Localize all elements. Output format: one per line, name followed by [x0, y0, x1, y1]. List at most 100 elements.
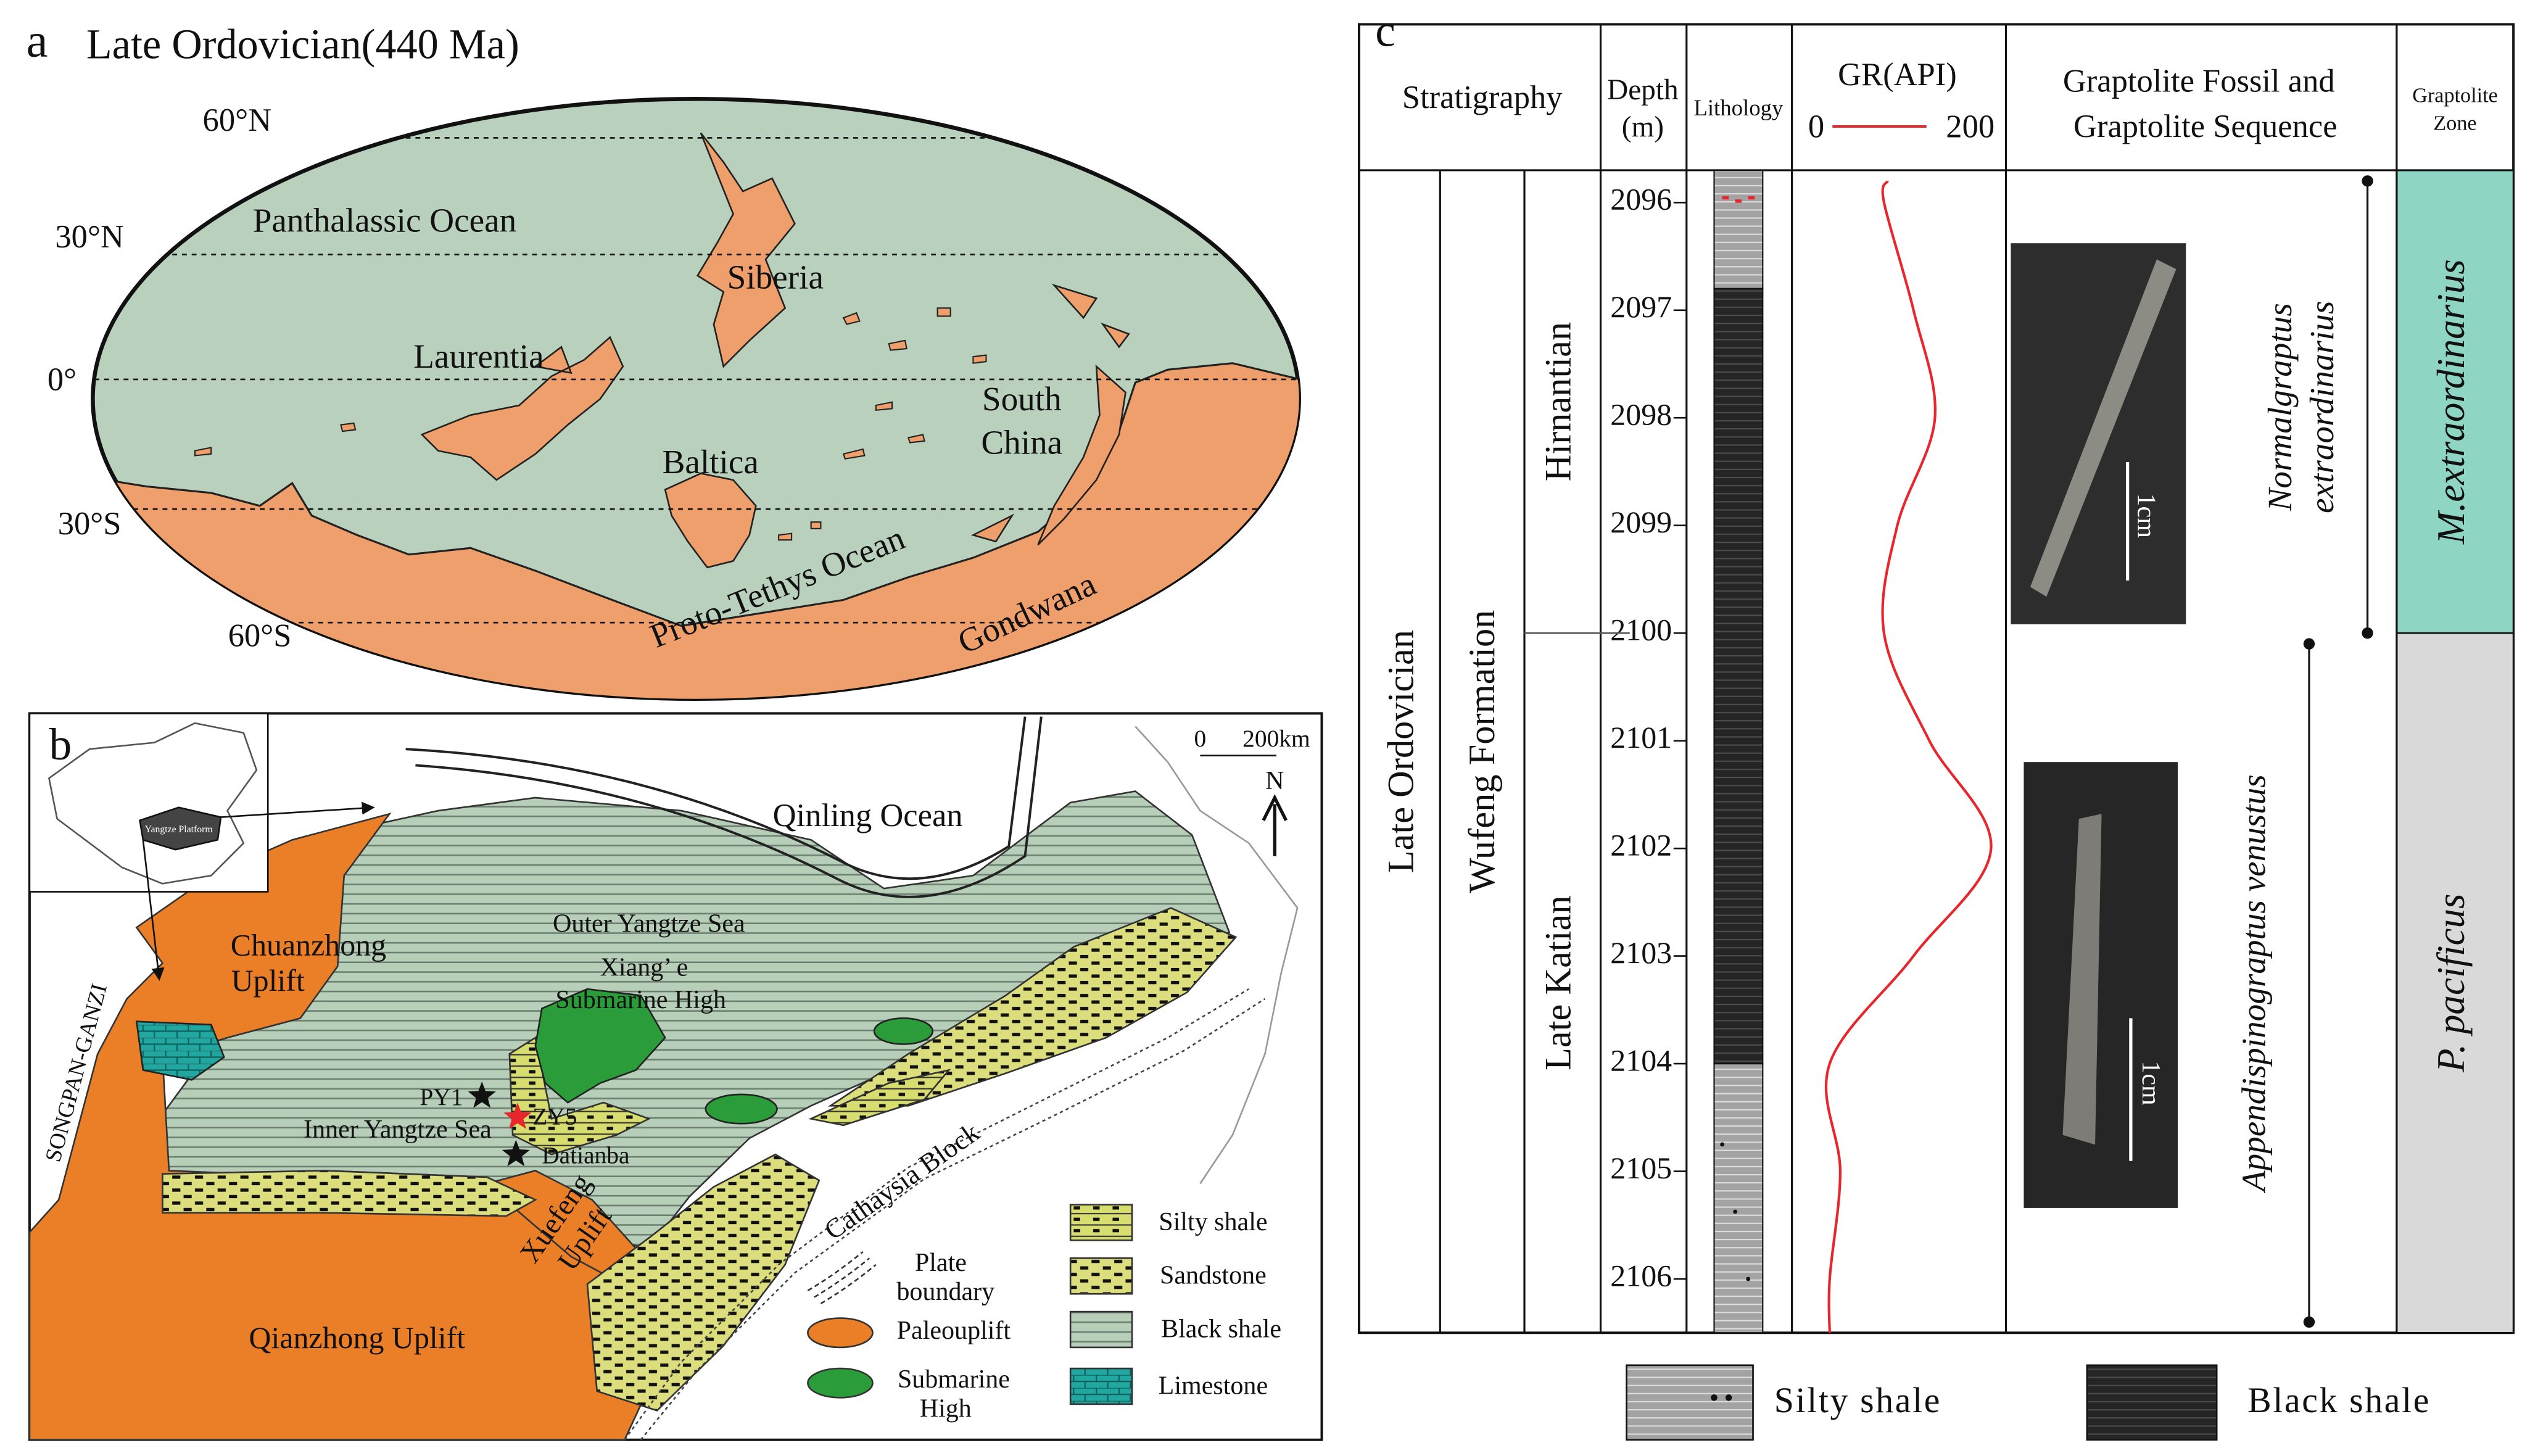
label-line: Graptolite Fossil and — [2063, 64, 2335, 99]
lithology-silty-shale — [1713, 169, 1764, 289]
red-marks — [1722, 196, 1755, 203]
continent-label: South China — [981, 379, 1062, 461]
depth-tick-label: 2096 — [1610, 183, 1672, 217]
continent-label: Siberia — [727, 258, 824, 296]
coastline — [1135, 726, 1299, 1185]
legend-label: Black shale — [2247, 1380, 2431, 1420]
well-label: PY1 — [420, 1083, 463, 1111]
latitude-label: 30°N — [55, 219, 124, 255]
islands — [194, 307, 987, 541]
panel-label: b — [49, 719, 72, 769]
gondwana-shape — [93, 362, 1299, 699]
scale-label: 0 — [1194, 725, 1207, 752]
submarine-high — [705, 1093, 778, 1125]
map-label: Qinling Ocean — [773, 798, 963, 833]
label-line: Normalgraptus — [2261, 303, 2299, 511]
zone-label: P. pacificus — [2429, 893, 2473, 1073]
panel-a: a Late Ordovician(440 Ma) 60°N 30°N 0° 3… — [27, 14, 1301, 701]
legend-silty-shale — [1626, 1364, 1754, 1441]
legend-silty-shale — [1069, 1204, 1133, 1241]
legend-limestone — [1069, 1367, 1133, 1405]
stage-label: Hirnantian — [1537, 322, 1579, 481]
laurentia-shape — [420, 336, 624, 481]
map-label: Outer Yangtze Sea — [553, 909, 745, 938]
inset-arrow — [220, 801, 375, 818]
label-line: Depth — [1607, 74, 1679, 106]
map-label: Inner Yangtze Sea — [304, 1115, 492, 1144]
label-line: High — [920, 1394, 972, 1423]
lithology-black-shale — [1713, 287, 1764, 1065]
lithology-legend: Silty shale Black shale — [1626, 1364, 2431, 1441]
inset-map: Yangtze Platform — [28, 713, 375, 981]
north-arrow — [1262, 794, 1288, 856]
continent-label: Laurentia — [413, 337, 544, 375]
inset-arrow — [142, 840, 165, 981]
legend-dot — [1725, 1394, 1732, 1401]
north-label: N — [1265, 767, 1284, 795]
silt-dot — [1733, 1209, 1738, 1214]
legend-label: Silty shale — [1774, 1380, 1941, 1420]
well-label: Datianba — [542, 1141, 629, 1169]
sandstone-belt — [827, 907, 1238, 1107]
depth-tick-label: 2099 — [1610, 505, 1672, 539]
scale-bar-label: 1cm — [2136, 1061, 2165, 1106]
inset-label: Yangtze Platform — [145, 824, 213, 835]
legend-submarine-high — [807, 1367, 874, 1399]
label-line: Uplift — [231, 964, 305, 998]
gr-tick-label: 200 — [1946, 109, 1995, 144]
label-line: China — [981, 423, 1062, 461]
latitude-label: 0° — [48, 362, 76, 397]
graptolite-name: Normalgraptus extraordinarius — [2261, 301, 2341, 513]
range-end — [2303, 638, 2315, 650]
silty-shale-belt — [808, 1069, 951, 1127]
silt-dot — [1746, 1276, 1751, 1281]
map-legend: Plate boundary Paleouplift Submarine High … — [807, 1204, 1281, 1423]
depth-tick-label: 2101 — [1610, 721, 1672, 755]
column-dividers — [1358, 24, 2514, 1333]
zone-layer — [2396, 169, 2515, 1334]
gr-tick-label: 0 — [1808, 109, 1824, 144]
header: Stratigraphy — [1402, 80, 1563, 115]
scale-bar-label: 1cm — [2131, 494, 2160, 539]
china-outline — [48, 722, 258, 885]
scale-label: 200km — [1242, 725, 1310, 752]
map-label: Xiang’ e Submarine High — [555, 953, 726, 1014]
baltica-shape — [664, 473, 757, 569]
legend-label: Sandstone — [1160, 1262, 1267, 1290]
header: Depth (m) — [1607, 74, 1679, 143]
well-star — [503, 1102, 532, 1129]
limestone — [135, 1020, 225, 1081]
depth-tick-label: 2104 — [1610, 1044, 1672, 1078]
zone-label: M.extraordinarius — [2429, 259, 2473, 545]
fossil-photos: 1cm 1cm — [2011, 243, 2186, 1208]
zone-band — [2396, 169, 2515, 634]
qinling-margin — [405, 716, 1043, 898]
latitude-label: 60°S — [228, 618, 292, 654]
landmasses — [93, 132, 1299, 699]
silt-dot — [1720, 1142, 1725, 1147]
fossil-specimen — [2030, 259, 2177, 597]
legend-label: Paleouplift — [897, 1317, 1011, 1345]
legend-label: Plate boundary — [896, 1249, 994, 1306]
header: Lithology — [1693, 95, 1784, 120]
header: Graptolite Fossil and Graptolite Sequence — [2063, 64, 2338, 145]
legend-label: Submarine High — [898, 1365, 1010, 1423]
range-end — [2303, 1316, 2315, 1328]
panel-c: c Stratigraphy Depth (m) Lithology GR(API… — [1357, 6, 2515, 1441]
depth-tick-label: 2103 — [1610, 936, 1672, 970]
well-label: ZY5 — [532, 1102, 577, 1130]
ocean-label: Panthalassic Ocean — [253, 201, 516, 239]
depth-tick-label: 2105 — [1610, 1151, 1672, 1185]
label-line: Xiang’ e — [600, 953, 688, 982]
legend-paleouplift — [807, 1317, 874, 1349]
sandstone-belt — [586, 1153, 821, 1412]
label-line: boundary — [896, 1278, 994, 1306]
plate-boundary — [624, 988, 1266, 1441]
label-line: Graptolite Sequence — [2073, 109, 2338, 144]
depth-tick-label: 2097 — [1610, 290, 1672, 324]
legend-black-shale — [1069, 1310, 1133, 1349]
well-stars — [468, 1081, 532, 1167]
lithology-silty-shale — [1713, 1063, 1764, 1334]
